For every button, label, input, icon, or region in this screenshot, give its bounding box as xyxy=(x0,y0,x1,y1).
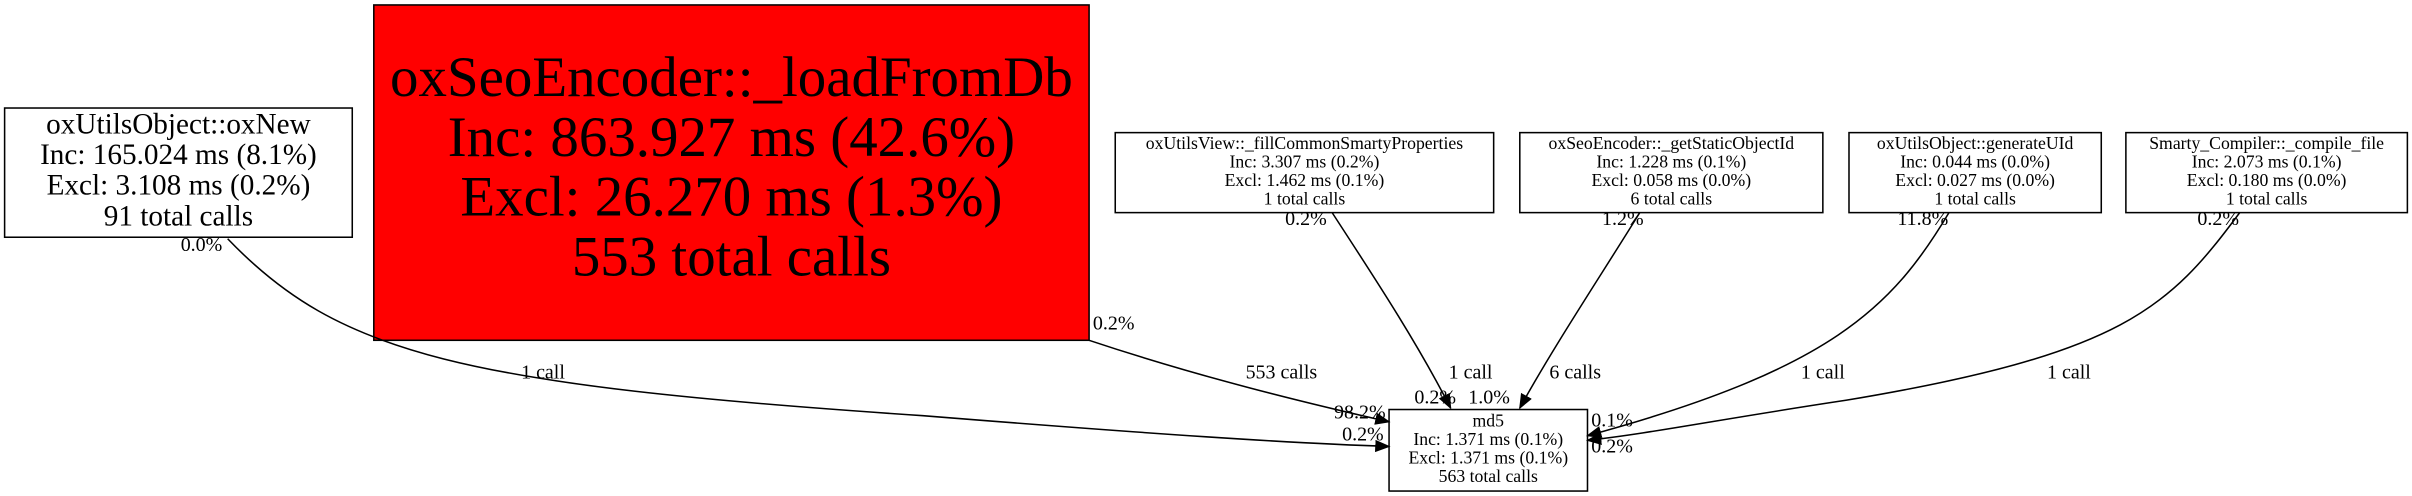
head-label: 0.2% xyxy=(1342,423,1384,445)
node-text: 553 total calls xyxy=(572,225,891,288)
edge xyxy=(1586,212,1950,438)
label: 1 call xyxy=(2047,362,2091,384)
head-label: 0.2% xyxy=(1591,436,1633,458)
node-text: Inc: 2.073 ms (0.1%) xyxy=(2192,151,2342,171)
label: 1 call xyxy=(1449,362,1493,384)
label: 1 call xyxy=(1801,362,1845,384)
tail-label: 11.8% xyxy=(1897,208,1948,230)
node-text: Excl: 26.270 ms (1.3%) xyxy=(460,166,1002,229)
node-text: 1 total calls xyxy=(2226,189,2308,209)
node-text: 91 total calls xyxy=(104,200,253,232)
node-text: md5 xyxy=(1473,410,1505,430)
tail-label: 0.0% xyxy=(181,234,223,256)
edge xyxy=(1519,212,1641,410)
tail-label: 0.2% xyxy=(2197,208,2239,230)
edge xyxy=(1088,339,1391,425)
node-text: Smarty_Compiler::_compile_file xyxy=(2149,133,2384,153)
node-box xyxy=(1388,408,1589,492)
node-text: Excl: 0.027 ms (0.0%) xyxy=(1895,170,2055,190)
node-text: Excl: 1.371 ms (0.1%) xyxy=(1408,448,1568,468)
node-box xyxy=(1114,131,1495,214)
node-text: Inc: 0.044 ms (0.0%) xyxy=(1900,151,2050,171)
node-text: Excl: 1.462 ms (0.1%) xyxy=(1225,170,1385,190)
node-box xyxy=(2125,131,2409,214)
node-text: oxUtilsView::_fillCommonSmartyProperties xyxy=(1146,133,1463,153)
node-box xyxy=(3,107,354,239)
node-box xyxy=(1519,131,1824,214)
label: 553 calls xyxy=(1246,362,1318,384)
node-text: Excl: 0.058 ms (0.0%) xyxy=(1591,170,1751,190)
node-text: Excl: 3.108 ms (0.2%) xyxy=(47,170,311,202)
node-text: Excl: 0.180 ms (0.0%) xyxy=(2187,170,2347,190)
label: 6 calls xyxy=(1549,362,1601,384)
label: 1 call xyxy=(521,362,565,384)
node-text: Inc: 1.371 ms (0.1%) xyxy=(1413,429,1563,449)
node-text: oxSeoEncoder::_getStaticObjectId xyxy=(1549,133,1795,153)
node-text: 6 total calls xyxy=(1631,189,1713,209)
node-text: Inc: 863.927 ms (42.6%) xyxy=(448,106,1015,169)
node-box xyxy=(1848,131,2103,214)
node-box xyxy=(373,4,1090,342)
head-label: 0.1% xyxy=(1591,409,1633,431)
node-text: oxSeoEncoder::_loadFromDb xyxy=(390,46,1073,109)
node-text: 1 total calls xyxy=(1264,189,1346,209)
node-text: 1 total calls xyxy=(1934,189,2016,209)
head-label: 0.2% xyxy=(1414,386,1456,408)
node-text: oxUtilsObject::oxNew xyxy=(46,108,311,140)
node-text: 563 total calls xyxy=(1439,466,1538,486)
tail-label: 0.2% xyxy=(1285,208,1327,230)
node-text: Inc: 1.228 ms (0.1%) xyxy=(1596,151,1746,171)
node-text: oxUtilsObject::generateUId xyxy=(1877,133,2074,153)
edge xyxy=(1585,212,2241,445)
edge xyxy=(227,238,1391,453)
node-text: Inc: 165.024 ms (8.1%) xyxy=(40,139,317,171)
tail-label: 0.2% xyxy=(1093,313,1135,335)
head-label: 1.0% xyxy=(1468,386,1510,408)
head-label: 98.2% xyxy=(1334,402,1386,424)
edge xyxy=(1331,212,1452,410)
node-text: Inc: 3.307 ms (0.2%) xyxy=(1230,151,1380,171)
tail-label: 1.2% xyxy=(1602,208,1644,230)
